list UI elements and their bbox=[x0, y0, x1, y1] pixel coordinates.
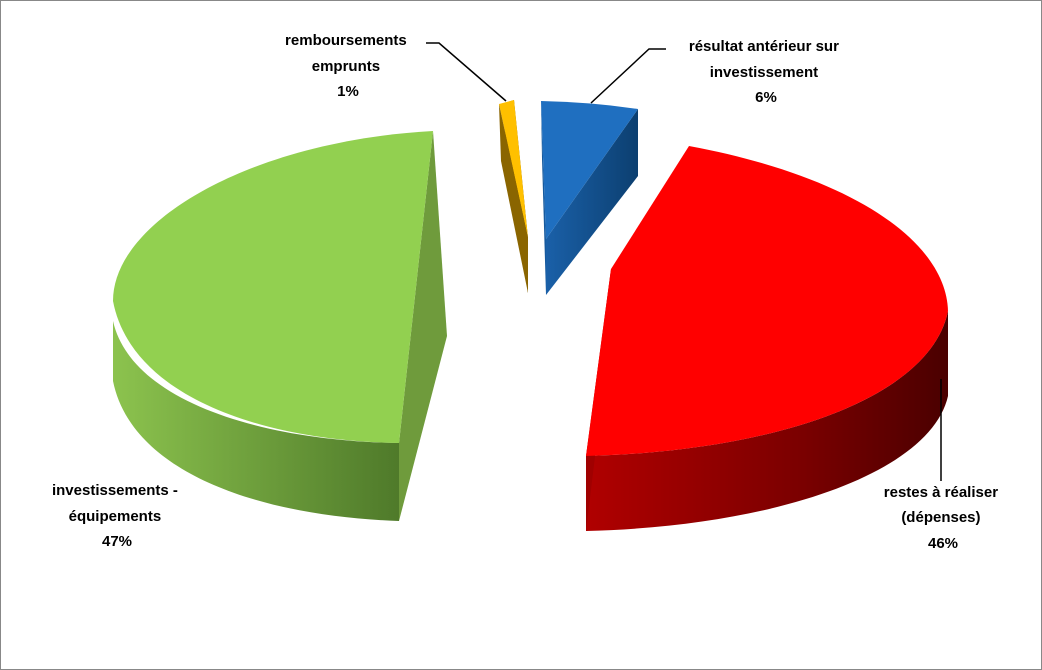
label-restes-line2: (dépenses) bbox=[901, 509, 980, 526]
slice-invest-side bbox=[113, 301, 399, 521]
slice-remboursements-top bbox=[499, 100, 528, 238]
label-restes-line1: restes à réaliser bbox=[884, 484, 998, 501]
label-remboursements: remboursements emprunts 1% bbox=[285, 32, 411, 100]
slice-invest-top bbox=[113, 131, 433, 443]
label-invest-pct: 47% bbox=[102, 533, 132, 550]
label-resultat-line1: résultat antérieur sur bbox=[689, 38, 839, 55]
slice-remboursements-face bbox=[499, 104, 528, 293]
label-investissements: investissements - équipements 47% bbox=[52, 482, 182, 550]
label-remboursements-line1: remboursements bbox=[285, 32, 407, 49]
label-restes-a-realiser: restes à réaliser (dépenses) 46% bbox=[884, 484, 1002, 552]
slice-investissements-equipements bbox=[113, 131, 447, 521]
label-resultat-anterieur: résultat antérieur sur investissement 6% bbox=[689, 38, 843, 106]
label-remboursements-pct: 1% bbox=[337, 83, 359, 100]
leader-line-resultat bbox=[590, 48, 666, 104]
label-invest-line2: équipements bbox=[69, 508, 162, 525]
slice-resultat-anterieur bbox=[541, 101, 638, 295]
slice-resultat-face bbox=[541, 101, 546, 295]
slice-invest-face bbox=[399, 131, 447, 521]
label-invest-line1: investissements - bbox=[52, 482, 178, 499]
label-remboursements-line2: emprunts bbox=[312, 58, 380, 75]
label-resultat-pct: 6% bbox=[755, 89, 777, 106]
leader-line-remboursements bbox=[426, 42, 507, 102]
slice-resultat-top bbox=[541, 101, 638, 239]
slice-restes-top bbox=[586, 146, 948, 456]
label-resultat-line2: investissement bbox=[710, 64, 818, 81]
slice-restes-side bbox=[586, 311, 948, 531]
slice-restes-a-realiser bbox=[586, 146, 948, 531]
slice-resultat-side bbox=[546, 109, 638, 295]
label-restes-pct: 46% bbox=[928, 535, 958, 552]
slice-remboursements-emprunts bbox=[499, 100, 528, 293]
